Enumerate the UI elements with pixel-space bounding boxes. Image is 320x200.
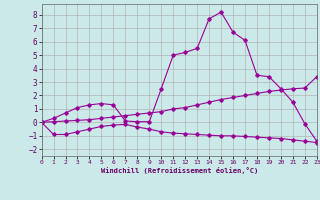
X-axis label: Windchill (Refroidissement éolien,°C): Windchill (Refroidissement éolien,°C) <box>100 167 258 174</box>
